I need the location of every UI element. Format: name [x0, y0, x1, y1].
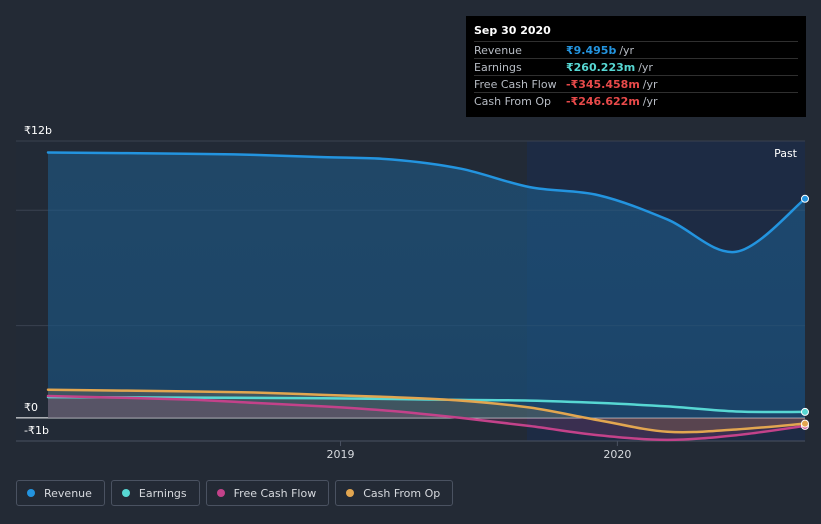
tooltip-unit: /yr: [642, 77, 658, 91]
legend-label: Free Cash Flow: [233, 486, 317, 500]
legend-item-free-cash-flow[interactable]: Free Cash Flow: [205, 480, 330, 506]
past-label: Past: [774, 147, 798, 160]
x-tick-label: 2019: [327, 448, 355, 461]
tooltip-value: -₹246.622m: [566, 94, 640, 108]
tooltip-label: Revenue: [474, 43, 522, 57]
tooltip: Sep 30 2020 Revenue ₹9.495b /yr Earnings…: [466, 16, 806, 117]
point-revenue-last: [801, 194, 809, 203]
legend-dot-icon: [216, 489, 225, 497]
area-layer: [48, 152, 805, 440]
legend-dot-icon: [121, 489, 130, 497]
tooltip-row-cash-from-op: Cash From Op -₹246.622m /yr: [474, 92, 798, 109]
legend-item-revenue[interactable]: Revenue: [16, 480, 105, 506]
legend-dot-icon: [27, 489, 35, 497]
tooltip-value: -₹345.458m: [566, 77, 640, 91]
line-revenue: [46, 151, 807, 254]
y-tick-label: ₹0: [24, 401, 38, 414]
line-cash-from-op: [46, 388, 807, 434]
area-cash-from-op: [48, 389, 805, 433]
tooltip-row-free-cash-flow: Free Cash Flow -₹345.458m /yr: [474, 75, 798, 92]
tooltip-unit: /yr: [619, 43, 635, 57]
tooltip-label: Free Cash Flow: [474, 77, 557, 91]
tooltip-unit: /yr: [638, 60, 653, 74]
legend-item-earnings[interactable]: Earnings: [110, 480, 200, 506]
tooltip-unit: /yr: [642, 94, 658, 108]
area-free-cash-flow: [48, 396, 805, 440]
legend-label: Revenue: [44, 486, 92, 500]
y-tick-label: ₹12b: [24, 124, 52, 137]
tooltip-label: Earnings: [474, 60, 522, 74]
tooltip-row-revenue: Revenue ₹9.495b /yr: [474, 41, 798, 58]
line-layer: [46, 151, 809, 442]
legend-item-cash-from-op[interactable]: Cash From Op: [335, 480, 454, 506]
point-earnings-last: [801, 407, 809, 416]
line-free-cash-flow: [46, 394, 807, 442]
axis-layer: ₹12b ₹0 -₹1b 2019 2020 Past: [24, 124, 798, 461]
area-revenue: [48, 152, 805, 418]
legend-label: Earnings: [138, 486, 187, 500]
point-cash-from-op-last: [801, 419, 809, 428]
legend: Revenue Earnings Free Cash Flow Cash Fro…: [16, 480, 454, 506]
legend-label: Cash From Op: [363, 486, 441, 500]
legend-dot-icon: [346, 489, 355, 497]
tooltip-label: Cash From Op: [474, 94, 552, 108]
x-tick-label: 2020: [603, 448, 631, 461]
tooltip-value: ₹9.495b: [566, 43, 617, 57]
tooltip-date: Sep 30 2020: [474, 24, 551, 37]
y-tick-label: -₹1b: [24, 424, 49, 437]
tooltip-value: ₹260.223m: [566, 60, 636, 74]
tooltip-row-earnings: Earnings ₹260.223m /yr: [474, 58, 798, 75]
